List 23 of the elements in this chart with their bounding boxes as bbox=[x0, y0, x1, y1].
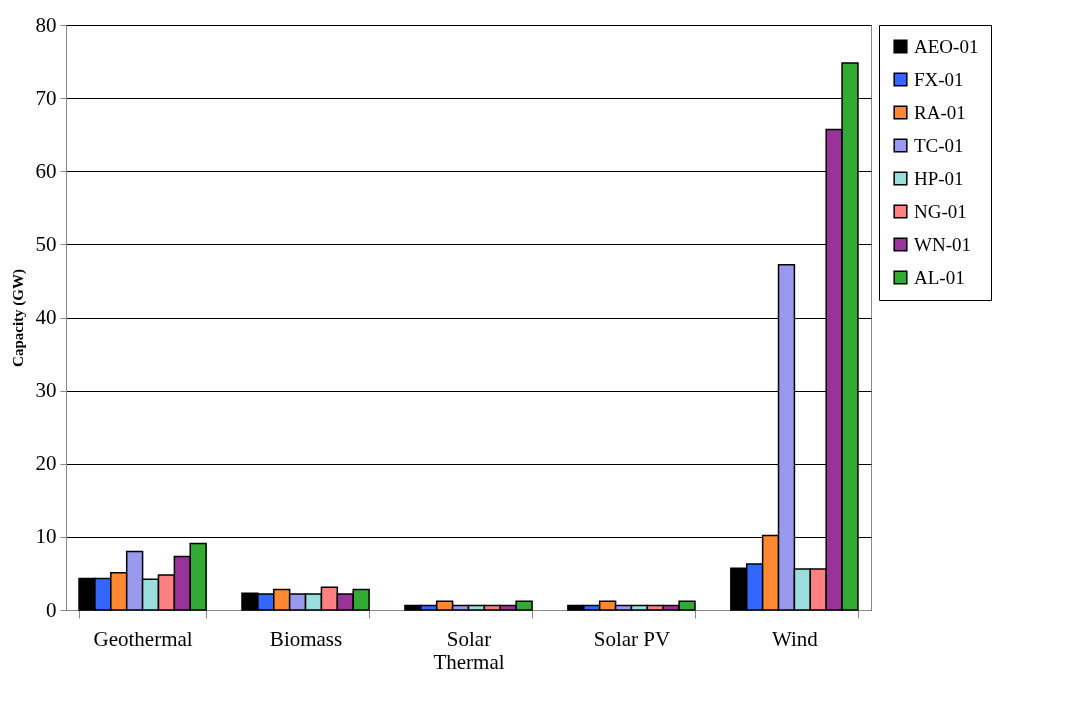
y-tick-label: 40 bbox=[35, 305, 57, 329]
x-tick-label: Wind bbox=[772, 626, 819, 651]
x-tick-label: Solar Thermal bbox=[433, 626, 505, 674]
y-tick-label: 80 bbox=[35, 12, 57, 37]
y-tick-label: 60 bbox=[35, 158, 57, 183]
legend-label: RA-01 bbox=[914, 101, 966, 123]
legend-label: TC-01 bbox=[914, 134, 964, 156]
x-tick-label: Solar PV bbox=[593, 626, 671, 651]
y-axis-title: Capacity (GW) bbox=[9, 269, 27, 367]
legend-label: AL-01 bbox=[914, 266, 965, 288]
y-tick-label: 0 bbox=[46, 597, 57, 622]
x-tick-label: Biomass bbox=[269, 626, 343, 651]
legend-label: NG-01 bbox=[914, 200, 967, 222]
legend-label: HP-01 bbox=[914, 167, 964, 189]
legend-label: FX-01 bbox=[914, 68, 964, 90]
y-tick-label: 10 bbox=[35, 524, 57, 549]
y-tick-label: 70 bbox=[35, 85, 57, 110]
y-tick-label: 50 bbox=[35, 231, 57, 256]
x-tick-label: Geothermal bbox=[93, 626, 193, 651]
legend-label: WN-01 bbox=[914, 233, 971, 255]
legend-label: AEO-01 bbox=[914, 35, 979, 57]
y-tick-label: 30 bbox=[35, 378, 57, 403]
y-tick-label: 20 bbox=[35, 451, 57, 476]
